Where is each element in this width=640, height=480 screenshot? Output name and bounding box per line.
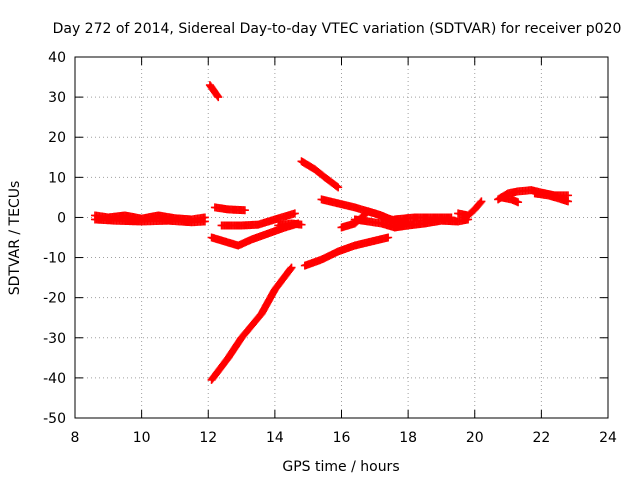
x-axis: 8 10 12 14 16 18 20 22 24 [71, 57, 617, 446]
y-tick-label: -20 [43, 291, 66, 307]
data-point [287, 263, 296, 272]
y-tick-label: -50 [43, 411, 66, 427]
x-tick-label: 20 [466, 430, 484, 446]
x-tick-label: 18 [399, 430, 417, 446]
data-point [477, 197, 486, 206]
grid [75, 57, 608, 418]
x-tick-label: 24 [599, 430, 617, 446]
y-tick-label: 30 [48, 90, 66, 106]
data-segment-5 [217, 209, 299, 230]
data-segment-9 [297, 157, 343, 192]
y-tick-label: 0 [57, 210, 66, 226]
data-point [384, 233, 393, 242]
x-tick-label: 16 [333, 430, 351, 446]
data-point [213, 91, 222, 100]
data-point [200, 217, 209, 226]
data-point [476, 198, 485, 207]
data-point [297, 220, 306, 229]
x-tick-label: 14 [266, 430, 284, 446]
data-segment-10 [300, 233, 393, 270]
x-tick-label: 22 [532, 430, 550, 446]
data-point [240, 206, 249, 215]
data-segment-3 [205, 81, 223, 102]
data-point [514, 198, 523, 207]
data-segment-15 [454, 197, 486, 220]
y-tick-label: 20 [48, 130, 66, 146]
data-point [290, 209, 299, 218]
y-tick-label: -40 [43, 371, 66, 387]
data-segment-4 [210, 203, 249, 215]
y-axis: 40 30 20 10 0 -10 -20 -30 -40 -50 [43, 50, 608, 427]
y-tick-label: 10 [48, 170, 66, 186]
x-axis-label: GPS time / hours [282, 459, 399, 475]
y-tick-label: -10 [43, 251, 66, 267]
y-axis-label: SDTVAR / TECUs [7, 181, 23, 296]
data-segment-2 [90, 215, 209, 227]
x-tick-label: 12 [199, 430, 217, 446]
data-point [334, 183, 343, 192]
y-tick-label: -30 [43, 331, 66, 347]
data-segment-14 [390, 213, 456, 224]
x-tick-label: 10 [133, 430, 151, 446]
y-tick-label: 40 [48, 50, 66, 66]
data-segment-7 [274, 219, 306, 230]
series-layer [90, 81, 573, 384]
data-segment-8 [207, 263, 296, 384]
data-point [333, 182, 342, 191]
chart-title: Day 272 of 2014, Sidereal Day-to-day VTE… [53, 21, 622, 37]
data-point [564, 197, 573, 206]
data-point [214, 93, 223, 102]
data-point [286, 264, 295, 273]
data-segment-18 [530, 189, 573, 206]
data-segment-13 [350, 215, 473, 232]
data-segment-17 [497, 193, 523, 207]
x-tick-label: 8 [71, 430, 80, 446]
data-point [447, 213, 456, 222]
